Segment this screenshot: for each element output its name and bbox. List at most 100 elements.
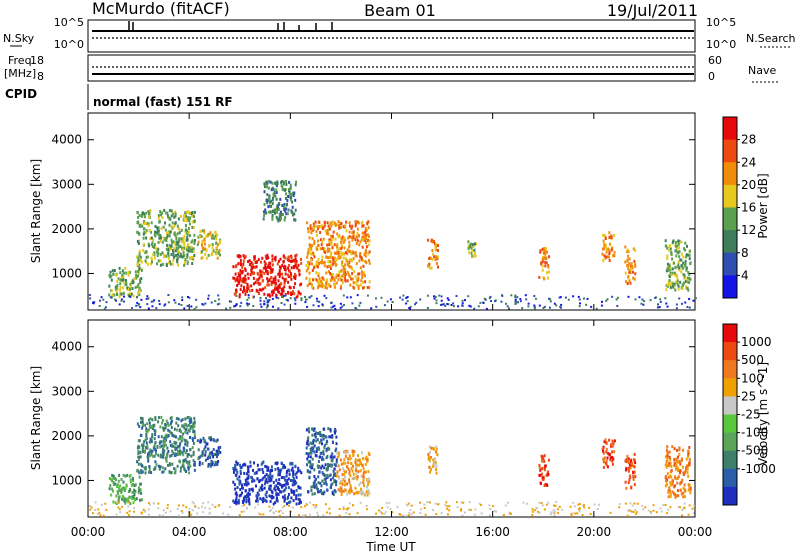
power-ground-cell: [284, 294, 287, 297]
power-cell: [269, 270, 272, 274]
velocity-cell: [282, 484, 285, 488]
velocity-cell: [346, 482, 348, 486]
power-cell: [343, 252, 346, 256]
velocity-cell: [132, 479, 135, 482]
velocity-cell: [625, 458, 628, 462]
velocity-cell: [329, 455, 332, 459]
velocity-cell: [669, 481, 672, 485]
power-cell: [138, 214, 141, 217]
velocity-cell: [314, 435, 317, 439]
power-cell: [337, 256, 340, 260]
power-cell: [242, 279, 245, 283]
power-cell: [211, 243, 214, 247]
velocity-cell: [538, 473, 541, 477]
power-cell: [291, 205, 294, 209]
velocity-cell: [257, 493, 260, 497]
velocity-ground-cell: [456, 506, 459, 509]
velocity-ground-cell: [182, 504, 185, 507]
power-cell: [283, 278, 286, 282]
velocity-cell: [179, 441, 182, 445]
power-cell: [182, 251, 185, 255]
power-cell: [136, 263, 139, 267]
velocity-cell: [152, 454, 155, 458]
velocity-cell: [108, 477, 111, 480]
power-ground-cell: [641, 298, 644, 301]
velocity-cell: [315, 483, 318, 487]
power-cell: [119, 282, 122, 286]
power-cell: [161, 262, 164, 266]
velocity-ground-cell: [389, 508, 392, 510]
power-cell: [247, 287, 250, 291]
velocity-colorbar-tick-label: 100: [741, 371, 764, 385]
velocity-cell: [276, 496, 278, 500]
velocity-cell: [607, 452, 610, 456]
power-cell: [632, 247, 635, 251]
power-cell: [330, 243, 333, 246]
power-cell: [613, 250, 616, 254]
velocity-cell: [313, 444, 316, 448]
velocity-cell: [232, 480, 235, 484]
velocity-cell: [211, 463, 213, 467]
power-ground-cell: [283, 303, 286, 306]
velocity-cell: [309, 461, 312, 465]
power-cell: [273, 190, 276, 194]
power-cell: [267, 256, 270, 260]
velocity-ground-cell: [405, 514, 408, 517]
power-cell: [157, 252, 160, 255]
power-cell: [338, 270, 341, 274]
power-ground-cell: [98, 305, 101, 307]
power-cell: [305, 264, 308, 267]
power-cell: [363, 271, 366, 275]
velocity-cell: [628, 463, 631, 467]
power-cell: [275, 188, 278, 192]
power-ground-cell: [675, 307, 678, 310]
velocity-ground-cell: [597, 503, 600, 506]
power-ground-cell: [402, 294, 405, 297]
velocity-cell: [366, 485, 368, 489]
velocity-cell: [348, 469, 351, 473]
velocity-cell: [609, 456, 612, 460]
power-ground-cell: [247, 296, 250, 299]
power-ground-cell: [468, 304, 471, 307]
power-cell: [260, 288, 263, 292]
power-cell: [345, 259, 348, 262]
power-cell: [324, 285, 327, 289]
velocity-cell: [348, 454, 351, 458]
power-cell: [192, 247, 195, 251]
power-cell: [342, 271, 345, 275]
power-ground-cell: [103, 307, 106, 310]
power-cell: [215, 241, 218, 245]
power-cell: [272, 196, 274, 200]
power-cell: [267, 198, 270, 202]
velocity-cell: [342, 468, 345, 472]
velocity-cell: [183, 449, 185, 453]
power-cell: [471, 249, 474, 253]
power-cell: [189, 256, 192, 260]
velocity-cell: [312, 441, 314, 445]
power-cell: [355, 254, 358, 258]
velocity-cell: [182, 462, 185, 465]
power-ground-cell: [399, 296, 402, 299]
power-cell: [251, 263, 254, 267]
power-cell: [246, 272, 249, 276]
power-ground-cell: [151, 305, 154, 308]
velocity-ground-cell: [166, 507, 169, 510]
power-ground-cell: [99, 299, 101, 302]
velocity-cell: [261, 478, 264, 482]
velocity-cell: [138, 439, 141, 443]
power-cell: [215, 248, 218, 252]
power-cell: [163, 255, 165, 259]
velocity-cell: [140, 420, 142, 424]
power-ground-cell: [640, 302, 643, 305]
power-cell: [162, 225, 165, 229]
power-cell: [194, 239, 196, 242]
power-cell: [201, 229, 204, 233]
velocity-cell: [293, 482, 296, 486]
velocity-ground-cell: [104, 502, 107, 505]
power-cell: [269, 204, 271, 208]
velocity-cell: [355, 463, 357, 467]
power-ground-cell: [183, 307, 186, 310]
velocity-cell: [540, 459, 543, 463]
power-cell: [281, 272, 284, 276]
